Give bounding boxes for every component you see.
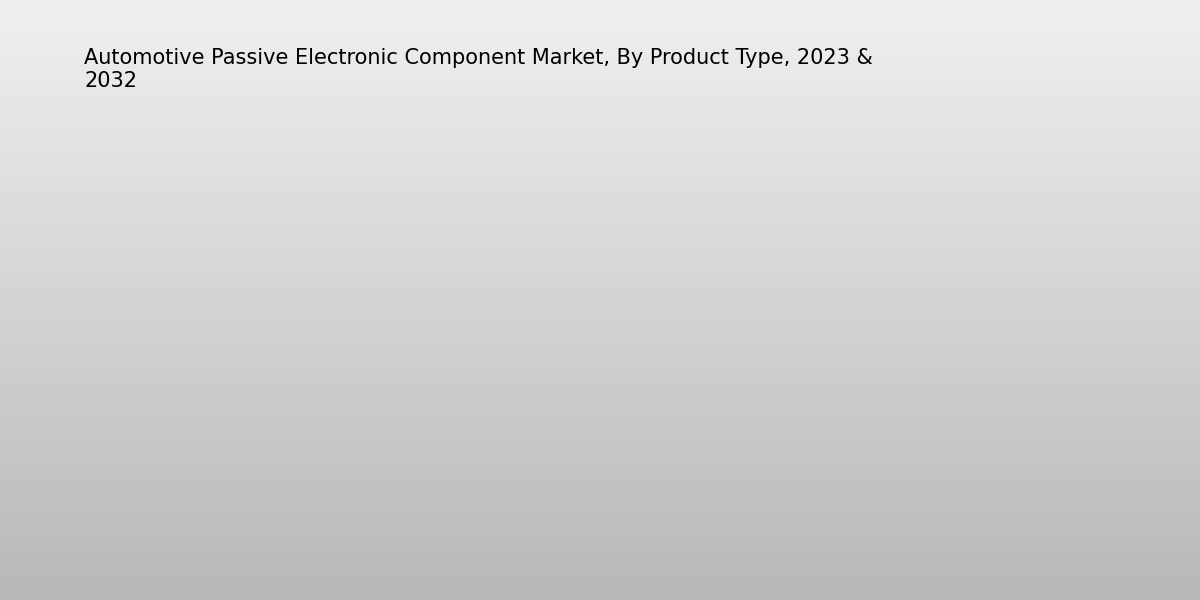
Text: 22.9: 22.9	[152, 314, 190, 329]
Bar	[1039, 470, 1116, 528]
Bar	[156, 332, 233, 528]
Bar	[838, 490, 914, 528]
Bar	[434, 400, 511, 528]
Bar	[233, 220, 310, 528]
Y-axis label: Market Size in USD Billion: Market Size in USD Billion	[79, 250, 94, 446]
Legend: 2023, 2032: 2023, 2032	[982, 86, 1157, 114]
Bar	[761, 500, 838, 528]
Bar	[559, 427, 636, 528]
Bar	[636, 386, 713, 528]
Bar	[358, 440, 434, 528]
Bar	[962, 485, 1039, 528]
Text: Automotive Passive Electronic Component Market, By Product Type, 2023 &
2032: Automotive Passive Electronic Component …	[84, 48, 872, 91]
